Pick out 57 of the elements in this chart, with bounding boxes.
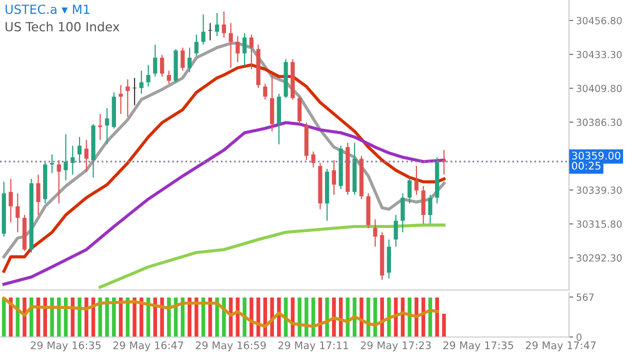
candlestick: [56, 160, 61, 204]
candlestick: [146, 64, 150, 88]
candlestick: [166, 70, 171, 84]
candlestick: [400, 192, 405, 233]
y-tick-label: 567: [576, 293, 594, 301]
x-tick-label: 29 May 17:11: [278, 341, 348, 352]
candlestick: [84, 139, 88, 172]
candlestick: [428, 194, 432, 224]
candlestick: [118, 84, 123, 115]
x-tick-label: 29 May 17:23: [360, 341, 431, 352]
y-tick-label: 30315.80: [576, 220, 622, 228]
candlestick: [236, 36, 240, 63]
candlestick: [249, 34, 254, 70]
candlestick: [222, 10, 226, 38]
candlestick: [214, 12, 220, 37]
candlestick: [139, 70, 144, 94]
x-tick-label: 29 May 17:47: [526, 341, 596, 352]
candlestick: [242, 32, 247, 67]
candlestick: [332, 160, 336, 196]
candlestick: [77, 136, 82, 164]
text: US Tech 100 Index: [6, 22, 120, 32]
candlestick: [64, 134, 68, 181]
candlestick: [373, 218, 378, 248]
candlestick: [8, 178, 13, 223]
text: 00:25: [572, 162, 600, 170]
y-tick-label: 30339.30: [576, 186, 622, 194]
x-tick-label: 29 May 16:35: [30, 341, 101, 352]
y-tick-label: 30409.80: [576, 84, 622, 92]
candlestick: [414, 165, 419, 196]
candlestick: [298, 96, 302, 125]
y-tick-label: 0: [576, 333, 582, 341]
x-tick-label: 29 May 16:47: [113, 341, 184, 352]
y-tick-label: 30456.80: [576, 16, 622, 24]
candlestick: [36, 174, 40, 216]
candlestick: [394, 214, 398, 248]
candlestick: [50, 154, 54, 174]
ref-line-label: 30359.00: [572, 152, 620, 160]
candlestick: [263, 83, 268, 100]
candlestick: [126, 78, 130, 118]
candlestick: [104, 108, 110, 145]
x-tick-label: 29 May 17:35: [443, 341, 514, 352]
candlestick: [98, 113, 102, 141]
candlestick: [408, 176, 412, 204]
chart-title: USTEC.a ▾ M1: [6, 4, 90, 14]
y-tick-label: 30292.30: [576, 254, 622, 262]
candlestick: [132, 77, 137, 106]
y-tick-label: 30433.30: [576, 50, 622, 58]
candlestick: [153, 44, 158, 78]
candlestick: [180, 47, 185, 72]
candlestick: [16, 192, 20, 233]
y-tick-label: 30386.30: [576, 118, 622, 126]
x-tick-label: 29 May 16:59: [196, 341, 266, 352]
candlestick: [194, 34, 198, 57]
candlestick: [228, 22, 233, 68]
candlestick: [201, 14, 206, 46]
candlestick: [187, 47, 192, 73]
candlestick: [160, 54, 164, 78]
